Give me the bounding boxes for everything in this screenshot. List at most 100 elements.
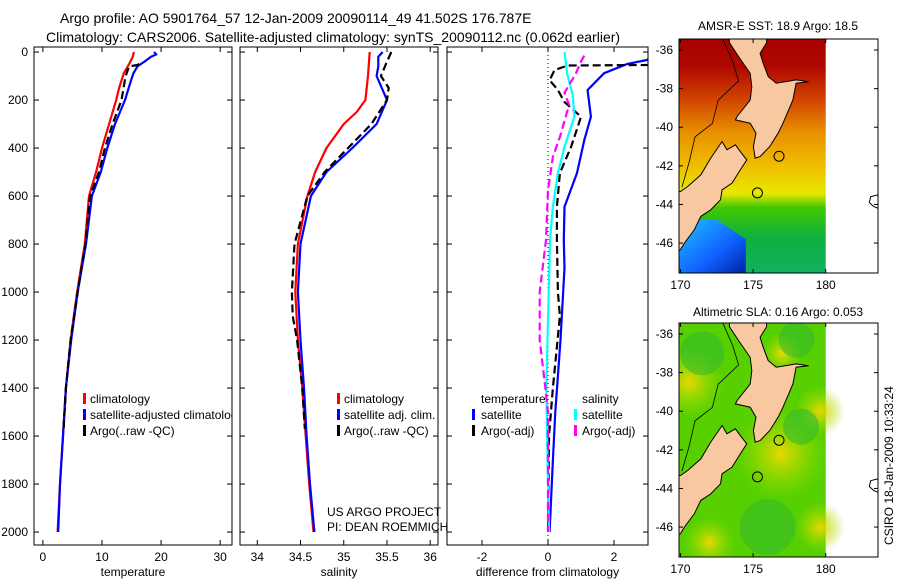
sst-map-title: AMSR-E SST: 18.9 Argo: 18.5: [698, 19, 858, 33]
series-group: [56, 51, 158, 533]
timestamp-stamp: CSIRO 18-Jan-2009 10:33:24: [882, 386, 896, 545]
x-tick-label: 36: [424, 550, 438, 564]
series-line-salinity-satellite: [545, 51, 576, 533]
lat-tick-label: -42: [656, 159, 674, 173]
legend-swatch-temp-argo: [472, 425, 475, 436]
north-island-land: [728, 39, 809, 159]
series-line-climatology: [294, 51, 371, 533]
legend-swatch-temp-satellite: [472, 409, 475, 420]
lat-tick-label: -46: [656, 520, 674, 534]
pi-label: PI: DEAN ROEMMICH: [327, 520, 448, 534]
sla-low-blob: [778, 323, 815, 358]
plot-frame: [239, 46, 439, 546]
lat-tick-label: -36: [656, 43, 674, 57]
x-tick-label: 34: [251, 550, 265, 564]
sla-anomaly-blob: [684, 517, 735, 557]
legend-header-salinity: salinity: [582, 392, 619, 406]
x-tick-label: 20: [154, 550, 168, 564]
sla-anomaly-blob: [794, 502, 845, 553]
figure-title-line2: Climatology: CARS2006. Satellite-adjuste…: [46, 29, 620, 45]
legend-label: Argo(-adj): [582, 424, 635, 438]
y-tick-label: 800: [8, 237, 28, 251]
map-frame: [678, 38, 879, 274]
y-tick-label: 1000: [1, 285, 28, 299]
legend-swatch-satellite: [83, 409, 86, 420]
sla-low-blob: [739, 499, 796, 556]
sla-map: Altimetric SLA: 0.16 Argo: 0.053 170 175 1…: [656, 305, 879, 576]
legend-label: satellite: [481, 408, 522, 422]
lat-tick-label: -38: [656, 82, 674, 96]
x-tick-label: 0: [545, 550, 552, 564]
south-island-land: [679, 424, 748, 536]
x-tick-label: 0: [40, 550, 47, 564]
lat-tick-label: -40: [656, 120, 674, 134]
plot-frame: [33, 46, 233, 546]
sla-low-blob: [783, 408, 820, 445]
series-line-satellite-adj-clim: [296, 51, 389, 533]
argo-float-position-marker: [773, 434, 785, 446]
legend-swatch-climatology: [83, 393, 86, 404]
map-field: [679, 323, 878, 557]
series-line-salinity-argo-adj: [538, 55, 586, 532]
project-label: US ARGO PROJECT: [327, 505, 442, 519]
y-tick-label: 1800: [1, 477, 28, 491]
series-line-argo-raw-qc: [62, 63, 140, 429]
lat-tick-label: -36: [656, 327, 674, 341]
legend-label: Argo(-adj): [481, 424, 534, 438]
series-group: [538, 47, 648, 545]
y-tick-label: 1200: [1, 333, 28, 347]
x-tick-label: 35.5: [375, 550, 399, 564]
series-line-argo-raw-qc: [290, 51, 393, 429]
y-tick-label: 1600: [1, 429, 28, 443]
temperature-panel: 0 10 20 30 0 200 400 600 800 1000 1200 1400 1600 1800…: [1, 45, 233, 579]
sla-map-title: Altimetric SLA: 0.16 Argo: 0.053: [693, 305, 863, 319]
x-tick-label: 34.5: [289, 550, 313, 564]
lat-tick-label: -42: [656, 443, 674, 457]
y-tick-label: 1400: [1, 381, 28, 395]
legend-swatch-sal-satellite: [574, 409, 577, 420]
series-group: [290, 51, 393, 533]
map-frame: [678, 322, 879, 558]
figure-title-line1: Argo profile: AO 5901764_57 12-Jan-2009 …: [60, 10, 531, 26]
difference-legend: temperature satellite Argo(-adj) salinit…: [472, 392, 635, 438]
legend-swatch-sal-argo: [574, 425, 577, 436]
legend-label: satellite adj. clim.: [344, 408, 435, 422]
y-tick-label: 400: [8, 141, 28, 155]
lat-tick-label: -44: [656, 197, 674, 211]
x-tick-label: 30: [213, 550, 227, 564]
argo-float-position-marker: [773, 150, 785, 162]
south-island-land: [679, 140, 748, 252]
lon-tick-label: 170: [670, 562, 690, 576]
bathymetry-contour: [681, 39, 740, 188]
x-axis-label: temperature: [101, 565, 166, 579]
map-field: [679, 39, 878, 273]
series-line-temperature-satellite: [548, 57, 648, 533]
seamount-contour: [751, 471, 763, 483]
seamount-contour: [751, 187, 763, 199]
legend-label: climatology: [90, 392, 150, 406]
lat-tick-label: -44: [656, 481, 674, 495]
y-tick-label: 2000: [1, 525, 28, 539]
sla-low-blob: [680, 331, 725, 376]
x-axis-label: salinity: [321, 565, 358, 579]
x-tick-label: 35: [337, 550, 351, 564]
legend-swatch-satellite: [337, 409, 340, 420]
lat-tick-label: -46: [656, 236, 674, 250]
salinity-legend: climatology satellite adj. clim. Argo(..…: [327, 392, 448, 534]
legend-label: satellite-adjusted climatology: [90, 408, 243, 422]
x-tick-label: 2: [611, 550, 618, 564]
legend-header-temperature: temperature: [481, 392, 546, 406]
x-axis-label: difference from climatology: [476, 565, 619, 579]
legend-swatch-climatology: [337, 393, 340, 404]
lon-tick-label: 170: [670, 278, 690, 292]
bathymetry-contour: [681, 323, 740, 472]
lat-tick-label: -38: [656, 366, 674, 380]
legend-label: Argo(..raw -QC): [90, 424, 175, 438]
lon-tick-label: 175: [743, 278, 763, 292]
legend-label: climatology: [344, 392, 404, 406]
chatham-islands-outline: [868, 478, 878, 493]
salinity-panel: 34 34.5 35 35.5 36 salinity: [239, 46, 439, 579]
sst-map: AMSR-E SST: 18.9 Argo: 18.5 170 175 180 -36…: [656, 19, 879, 292]
